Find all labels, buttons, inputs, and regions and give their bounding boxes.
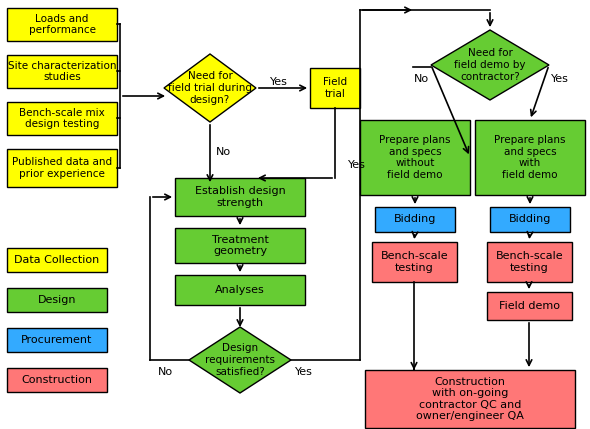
Text: Site characterization
studies: Site characterization studies	[8, 60, 116, 82]
Text: No: No	[216, 147, 231, 157]
Text: Data Collection: Data Collection	[14, 255, 100, 265]
Text: Bidding: Bidding	[509, 214, 551, 224]
FancyBboxPatch shape	[360, 120, 470, 195]
FancyBboxPatch shape	[7, 8, 117, 41]
Text: No: No	[414, 74, 429, 84]
FancyBboxPatch shape	[475, 120, 585, 195]
Text: Procurement: Procurement	[21, 335, 93, 345]
Text: Yes: Yes	[270, 77, 288, 87]
Text: Field demo: Field demo	[499, 301, 560, 311]
Text: Prepare plans
and specs
with
field demo: Prepare plans and specs with field demo	[494, 135, 566, 180]
FancyBboxPatch shape	[487, 292, 572, 320]
Text: Field
trial: Field trial	[323, 77, 347, 99]
Text: Loads and
performance: Loads and performance	[28, 14, 96, 35]
Text: Bench-scale
testing: Bench-scale testing	[496, 251, 563, 273]
Text: No: No	[158, 367, 173, 377]
FancyBboxPatch shape	[175, 275, 305, 305]
Text: Yes: Yes	[348, 160, 366, 170]
Text: Design
requirements
satisfied?: Design requirements satisfied?	[205, 343, 275, 377]
FancyBboxPatch shape	[7, 328, 107, 352]
FancyBboxPatch shape	[365, 370, 575, 428]
Text: Treatment
geometry: Treatment geometry	[212, 235, 268, 256]
FancyBboxPatch shape	[7, 368, 107, 392]
Text: Construction
with on-going
contractor QC and
owner/engineer QA: Construction with on-going contractor QC…	[416, 377, 524, 421]
Text: Prepare plans
and specs
without
field demo: Prepare plans and specs without field de…	[379, 135, 451, 180]
Polygon shape	[164, 54, 256, 122]
Text: Need for
field demo by
contractor?: Need for field demo by contractor?	[454, 48, 526, 82]
Text: Bench-scale mix
design testing: Bench-scale mix design testing	[19, 108, 105, 129]
FancyBboxPatch shape	[490, 207, 570, 232]
FancyBboxPatch shape	[372, 242, 457, 282]
Text: Bench-scale
testing: Bench-scale testing	[381, 251, 448, 273]
FancyBboxPatch shape	[7, 102, 117, 135]
Polygon shape	[431, 30, 549, 100]
FancyBboxPatch shape	[375, 207, 455, 232]
Text: Yes: Yes	[551, 74, 569, 84]
FancyBboxPatch shape	[7, 288, 107, 312]
Text: Need for
field trial during
design?: Need for field trial during design?	[168, 71, 252, 105]
Text: Construction: Construction	[21, 375, 93, 385]
FancyBboxPatch shape	[487, 242, 572, 282]
FancyBboxPatch shape	[7, 55, 117, 88]
FancyBboxPatch shape	[310, 68, 360, 108]
Text: Bidding: Bidding	[394, 214, 436, 224]
Text: Analyses: Analyses	[215, 285, 265, 295]
Text: Published data and
prior experience: Published data and prior experience	[12, 157, 112, 179]
Polygon shape	[189, 327, 291, 393]
Text: Yes: Yes	[295, 367, 313, 377]
FancyBboxPatch shape	[7, 149, 117, 187]
Text: Design: Design	[38, 295, 76, 305]
FancyBboxPatch shape	[175, 228, 305, 263]
FancyBboxPatch shape	[7, 248, 107, 272]
FancyBboxPatch shape	[175, 178, 305, 216]
Text: Establish design
strength: Establish design strength	[195, 186, 286, 208]
